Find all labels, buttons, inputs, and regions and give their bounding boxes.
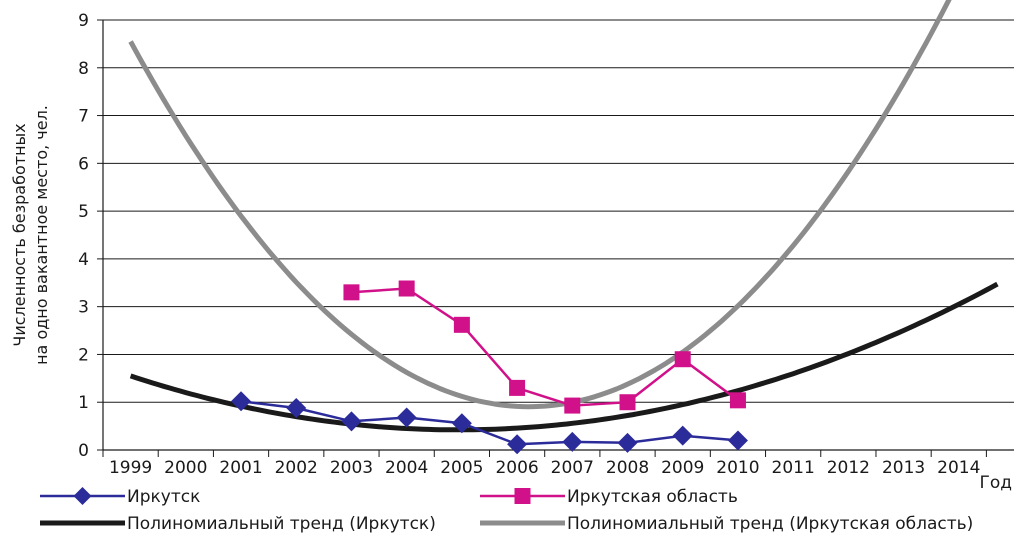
x-tick-label-1999: 1999 [109,458,152,478]
data-point-square-2009 [674,351,691,368]
data-point-square-2003 [343,284,360,301]
data-series [231,280,748,455]
x-tick-label-2001: 2001 [219,458,262,478]
data-point-diamond-2003 [341,411,362,432]
y-tick-label-2: 2 [78,345,89,365]
legend-label-4: Полиномиальный тренд (Иркутская область) [567,514,973,534]
x-tick-label-2003: 2003 [330,458,373,478]
y-tick-label-7: 7 [78,107,89,127]
data-point-square-2008 [619,394,636,411]
data-point-diamond-2005 [451,413,472,434]
y-tick-label-6: 6 [78,154,89,174]
y-tick-label-4: 4 [78,250,89,270]
x-tick-label-2010: 2010 [716,458,759,478]
axes [97,19,1014,457]
y-tick-label-1: 1 [78,393,89,413]
x-tick-label-2000: 2000 [164,458,207,478]
x-tick-label-2005: 2005 [440,458,483,478]
x-tick-label-2014: 2014 [937,458,980,478]
y-tick-label-9: 9 [78,11,89,31]
data-point-square-2010 [729,392,746,409]
y-tick-label-5: 5 [78,202,89,222]
data-point-diamond-2008 [617,432,638,453]
x-axis-title: Год [979,473,1012,493]
x-tick-label-2011: 2011 [772,458,815,478]
data-point-diamond-2002 [286,397,307,418]
data-point-diamond-2006 [507,434,528,455]
data-point-diamond-2001 [231,391,252,412]
legend-label-2: Иркутская область [567,487,738,507]
x-tick-label-2007: 2007 [551,458,594,478]
legend-marker-diamond [73,487,92,505]
data-point-square-2007 [564,397,581,414]
y-tick-label-3: 3 [78,298,89,318]
data-point-square-2004 [398,280,415,297]
trend-lines [128,0,999,433]
data-point-diamond-2010 [727,430,748,451]
data-point-diamond-2009 [672,425,693,446]
y-tick-label-8: 8 [78,59,89,79]
trend-line-1 [129,281,999,433]
x-tick-labels: 1999 2000 2001 2002 2003 2004 2005 2006 2007 2008… [109,458,980,478]
gridlines [103,19,1014,403]
y-tick-label-0: 0 [78,441,89,461]
x-tick-label-2008: 2008 [606,458,649,478]
data-point-square-2006 [509,379,526,396]
data-point-diamond-2007 [562,431,583,452]
x-tick-label-2009: 2009 [661,458,704,478]
x-tick-label-2006: 2006 [495,458,538,478]
x-tick-label-2012: 2012 [827,458,870,478]
x-tick-label-2004: 2004 [385,458,428,478]
legend-marker-square [514,488,531,504]
series-line-1 [240,400,739,446]
legend-label-1: Иркутск [127,487,200,507]
y-axis-title-line-1: Численность безработных [10,123,29,346]
legend-label-3: Полиномиальный тренд (Иркутск) [127,514,436,534]
x-tick-label-2002: 2002 [275,458,318,478]
data-point-diamond-2004 [396,407,417,428]
series-line-2 [351,287,739,407]
y-axis-title-line-2: на одно вакантное место, чел. [32,105,51,365]
data-point-square-2005 [453,316,470,333]
y-tick-labels: 0 1 2 3 4 5 6 7 8 9 [78,11,89,461]
x-tick-label-2013: 2013 [882,458,925,478]
legend: Иркутск Иркутская область Полиномиальный т… [40,487,973,534]
